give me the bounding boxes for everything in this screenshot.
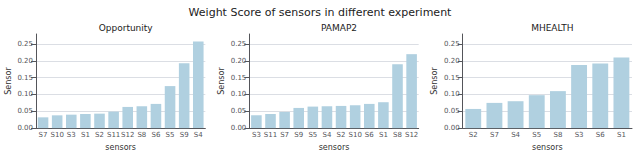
svg-text:S11: S11 xyxy=(264,131,277,139)
svg-text:0.05: 0.05 xyxy=(444,107,460,115)
svg-text:sensors: sensors xyxy=(532,143,563,152)
svg-text:0.05: 0.05 xyxy=(231,107,247,115)
svg-text:0.25: 0.25 xyxy=(444,40,460,48)
svg-text:Opportunity: Opportunity xyxy=(99,23,154,33)
svg-text:S2: S2 xyxy=(95,131,104,139)
svg-text:S3: S3 xyxy=(252,131,261,139)
svg-text:S10: S10 xyxy=(50,131,63,139)
svg-text:S3: S3 xyxy=(67,131,76,139)
svg-text:S7: S7 xyxy=(490,131,499,139)
svg-text:PAMAP2: PAMAP2 xyxy=(321,23,357,33)
svg-text:Sensor: Sensor xyxy=(4,67,13,95)
svg-text:S1: S1 xyxy=(379,131,388,139)
svg-text:sensors: sensors xyxy=(319,143,350,152)
svg-text:S10: S10 xyxy=(348,131,361,139)
svg-text:MHEALTH: MHEALTH xyxy=(531,23,573,33)
svg-text:Sensor: Sensor xyxy=(217,67,226,95)
svg-text:0.20: 0.20 xyxy=(231,57,247,65)
svg-text:0.10: 0.10 xyxy=(444,90,460,98)
svg-text:S1: S1 xyxy=(81,131,90,139)
svg-text:S5: S5 xyxy=(532,131,541,139)
svg-text:S7: S7 xyxy=(280,131,289,139)
svg-text:0.00: 0.00 xyxy=(17,124,33,132)
svg-text:S4: S4 xyxy=(511,131,520,139)
svg-text:S6: S6 xyxy=(596,131,605,139)
svg-text:0.25: 0.25 xyxy=(231,40,247,48)
svg-text:S8: S8 xyxy=(137,131,146,139)
svg-text:0.20: 0.20 xyxy=(17,57,33,65)
svg-text:Sensor: Sensor xyxy=(430,67,439,95)
svg-text:S12: S12 xyxy=(121,131,134,139)
svg-text:S4: S4 xyxy=(194,131,203,139)
svg-text:S12: S12 xyxy=(405,131,418,139)
svg-text:S6: S6 xyxy=(365,131,374,139)
svg-text:0.10: 0.10 xyxy=(231,90,247,98)
svg-text:0.20: 0.20 xyxy=(444,57,460,65)
svg-text:S8: S8 xyxy=(393,131,402,139)
svg-text:S3: S3 xyxy=(575,131,584,139)
svg-text:S8: S8 xyxy=(553,131,562,139)
svg-text:S5: S5 xyxy=(166,131,175,139)
svg-text:0.10: 0.10 xyxy=(17,90,33,98)
svg-text:S6: S6 xyxy=(151,131,160,139)
svg-text:S2: S2 xyxy=(469,131,478,139)
svg-text:sensors: sensors xyxy=(105,143,136,152)
svg-text:0.25: 0.25 xyxy=(17,40,33,48)
svg-text:Weight Score of sensors in dif: Weight Score of sensors in different exp… xyxy=(189,6,453,19)
svg-text:S7: S7 xyxy=(39,131,48,139)
svg-text:S5: S5 xyxy=(308,131,317,139)
svg-text:S11: S11 xyxy=(107,131,120,139)
svg-text:0.00: 0.00 xyxy=(231,124,247,132)
svg-text:S1: S1 xyxy=(617,131,626,139)
svg-text:S4: S4 xyxy=(322,131,331,139)
svg-text:S2: S2 xyxy=(337,131,346,139)
svg-text:S9: S9 xyxy=(294,131,303,139)
svg-text:0.05: 0.05 xyxy=(17,107,33,115)
svg-text:0.00: 0.00 xyxy=(444,124,460,132)
svg-text:0.15: 0.15 xyxy=(444,74,460,82)
svg-text:S9: S9 xyxy=(180,131,189,139)
svg-text:0.15: 0.15 xyxy=(231,74,247,82)
svg-text:0.15: 0.15 xyxy=(17,74,33,82)
